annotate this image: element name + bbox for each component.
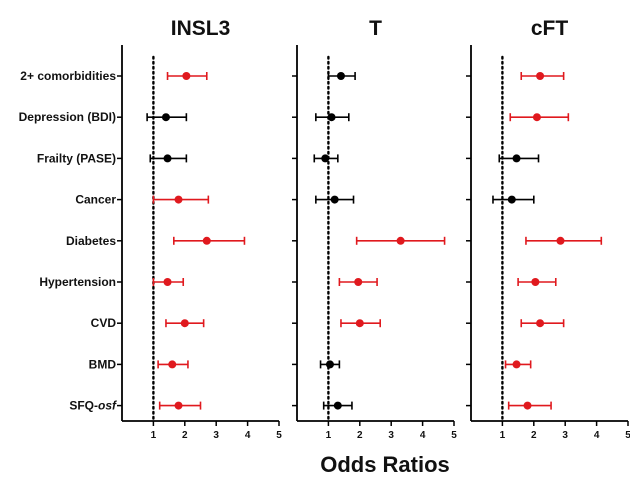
x-tick-label: 5: [451, 430, 457, 441]
estimate-cvd: [520, 319, 565, 328]
estimate-depression-bdi-: [315, 113, 350, 122]
estimate-hypertension: [152, 278, 185, 286]
estimate-2-comorbidities: [327, 72, 356, 80]
estimate-hypertension: [517, 278, 557, 286]
estimate-sfq-osf: [322, 401, 353, 410]
estimate-cvd: [340, 319, 382, 328]
row-labels: 2+ comorbidities Depression (BDI) Frailty …: [19, 69, 122, 413]
estimate-sfq-osf: [507, 401, 552, 410]
odds-ratio-point: [355, 319, 364, 328]
odds-ratio-point: [330, 195, 339, 204]
x-tick-label: 1: [500, 430, 506, 441]
panel-title: cFT: [531, 17, 569, 40]
row-label: CVD: [91, 316, 117, 330]
x-tick-label: 2: [531, 430, 537, 441]
estimate-depression-bdi-: [509, 113, 570, 122]
estimate-frailty-pase-: [498, 154, 540, 163]
odds-ratio-point: [536, 72, 545, 80]
odds-ratio-point: [354, 278, 363, 286]
panel-title: INSL3: [171, 17, 231, 40]
x-tick-label: 1: [326, 430, 332, 441]
row-label: Hypertension: [39, 275, 116, 289]
row-label: BMD: [89, 357, 117, 371]
x-tick-label: 2: [357, 430, 363, 441]
estimate-cancer: [152, 195, 210, 204]
x-tick-label: 4: [594, 430, 600, 441]
odds-ratio-point: [325, 360, 334, 369]
odds-ratio-point: [556, 236, 565, 245]
estimate-diabetes: [355, 236, 446, 245]
estimate-2-comorbidities: [520, 72, 565, 80]
panels: INSL3 1 2 3 4 5 T 1 2 3 4 5 cFT 1 2 3 4 5: [121, 17, 630, 441]
odds-ratio-point: [327, 113, 336, 122]
x-tick-label: 2: [182, 430, 188, 441]
odds-ratio-point: [182, 72, 191, 80]
x-tick-label: 3: [213, 430, 219, 441]
odds-ratio-point: [174, 195, 183, 204]
row-label: Depression (BDI): [19, 110, 116, 124]
odds-ratio-point: [396, 236, 405, 245]
estimate-sfq-osf: [158, 401, 202, 410]
row-label: 2+ comorbidities: [20, 69, 116, 83]
row-label: Frailty (PASE): [37, 151, 116, 165]
odds-ratio-point: [321, 154, 330, 163]
estimate-bmd: [157, 360, 189, 369]
odds-ratio-point: [512, 360, 521, 369]
estimate-diabetes: [525, 236, 603, 245]
odds-ratio-point: [523, 401, 532, 410]
estimate-cancer: [492, 195, 535, 204]
estimate-frailty-pase-: [313, 154, 339, 163]
x-tick-label: 5: [625, 430, 630, 441]
panel-cft: cFT 1 2 3 4 5: [466, 17, 630, 441]
x-axis-title: Odds Ratios: [320, 452, 450, 477]
estimate-cvd: [165, 319, 205, 328]
estimate-bmd: [319, 360, 341, 369]
panel-insl3: INSL3 1 2 3 4 5: [121, 17, 282, 441]
odds-ratio-point: [161, 113, 170, 122]
odds-ratio-point: [163, 154, 172, 163]
odds-ratio-point: [163, 278, 172, 286]
odds-ratio-point: [336, 72, 345, 80]
estimate-diabetes: [173, 236, 246, 245]
estimate-hypertension: [338, 278, 378, 286]
odds-ratio-point: [532, 113, 541, 122]
odds-ratio-point: [180, 319, 189, 328]
x-tick-label: 4: [245, 430, 251, 441]
panel-title: T: [369, 17, 382, 40]
odds-ratio-point: [174, 401, 183, 410]
panel-t: T 1 2 3 4 5: [292, 17, 457, 441]
estimate-cancer: [315, 195, 355, 204]
odds-ratio-point: [531, 278, 540, 286]
odds-ratio-point: [507, 195, 516, 204]
estimate-bmd: [504, 360, 532, 369]
odds-ratio-point: [536, 319, 545, 328]
x-tick-label: 3: [562, 430, 568, 441]
estimate-depression-bdi-: [146, 113, 188, 122]
x-tick-label: 4: [420, 430, 426, 441]
odds-ratio-point: [333, 401, 342, 410]
row-label: SFQ-osf: [69, 399, 117, 413]
odds-ratio-point: [202, 236, 211, 245]
x-tick-label: 1: [151, 430, 157, 441]
odds-ratio-point: [168, 360, 177, 369]
estimate-2-comorbidities: [166, 72, 208, 80]
x-tick-label: 5: [276, 430, 282, 441]
x-tick-label: 3: [388, 430, 394, 441]
odds-ratio-point: [512, 154, 521, 163]
estimate-frailty-pase-: [149, 154, 188, 163]
row-label: Diabetes: [66, 234, 116, 248]
row-label: Cancer: [75, 193, 116, 207]
